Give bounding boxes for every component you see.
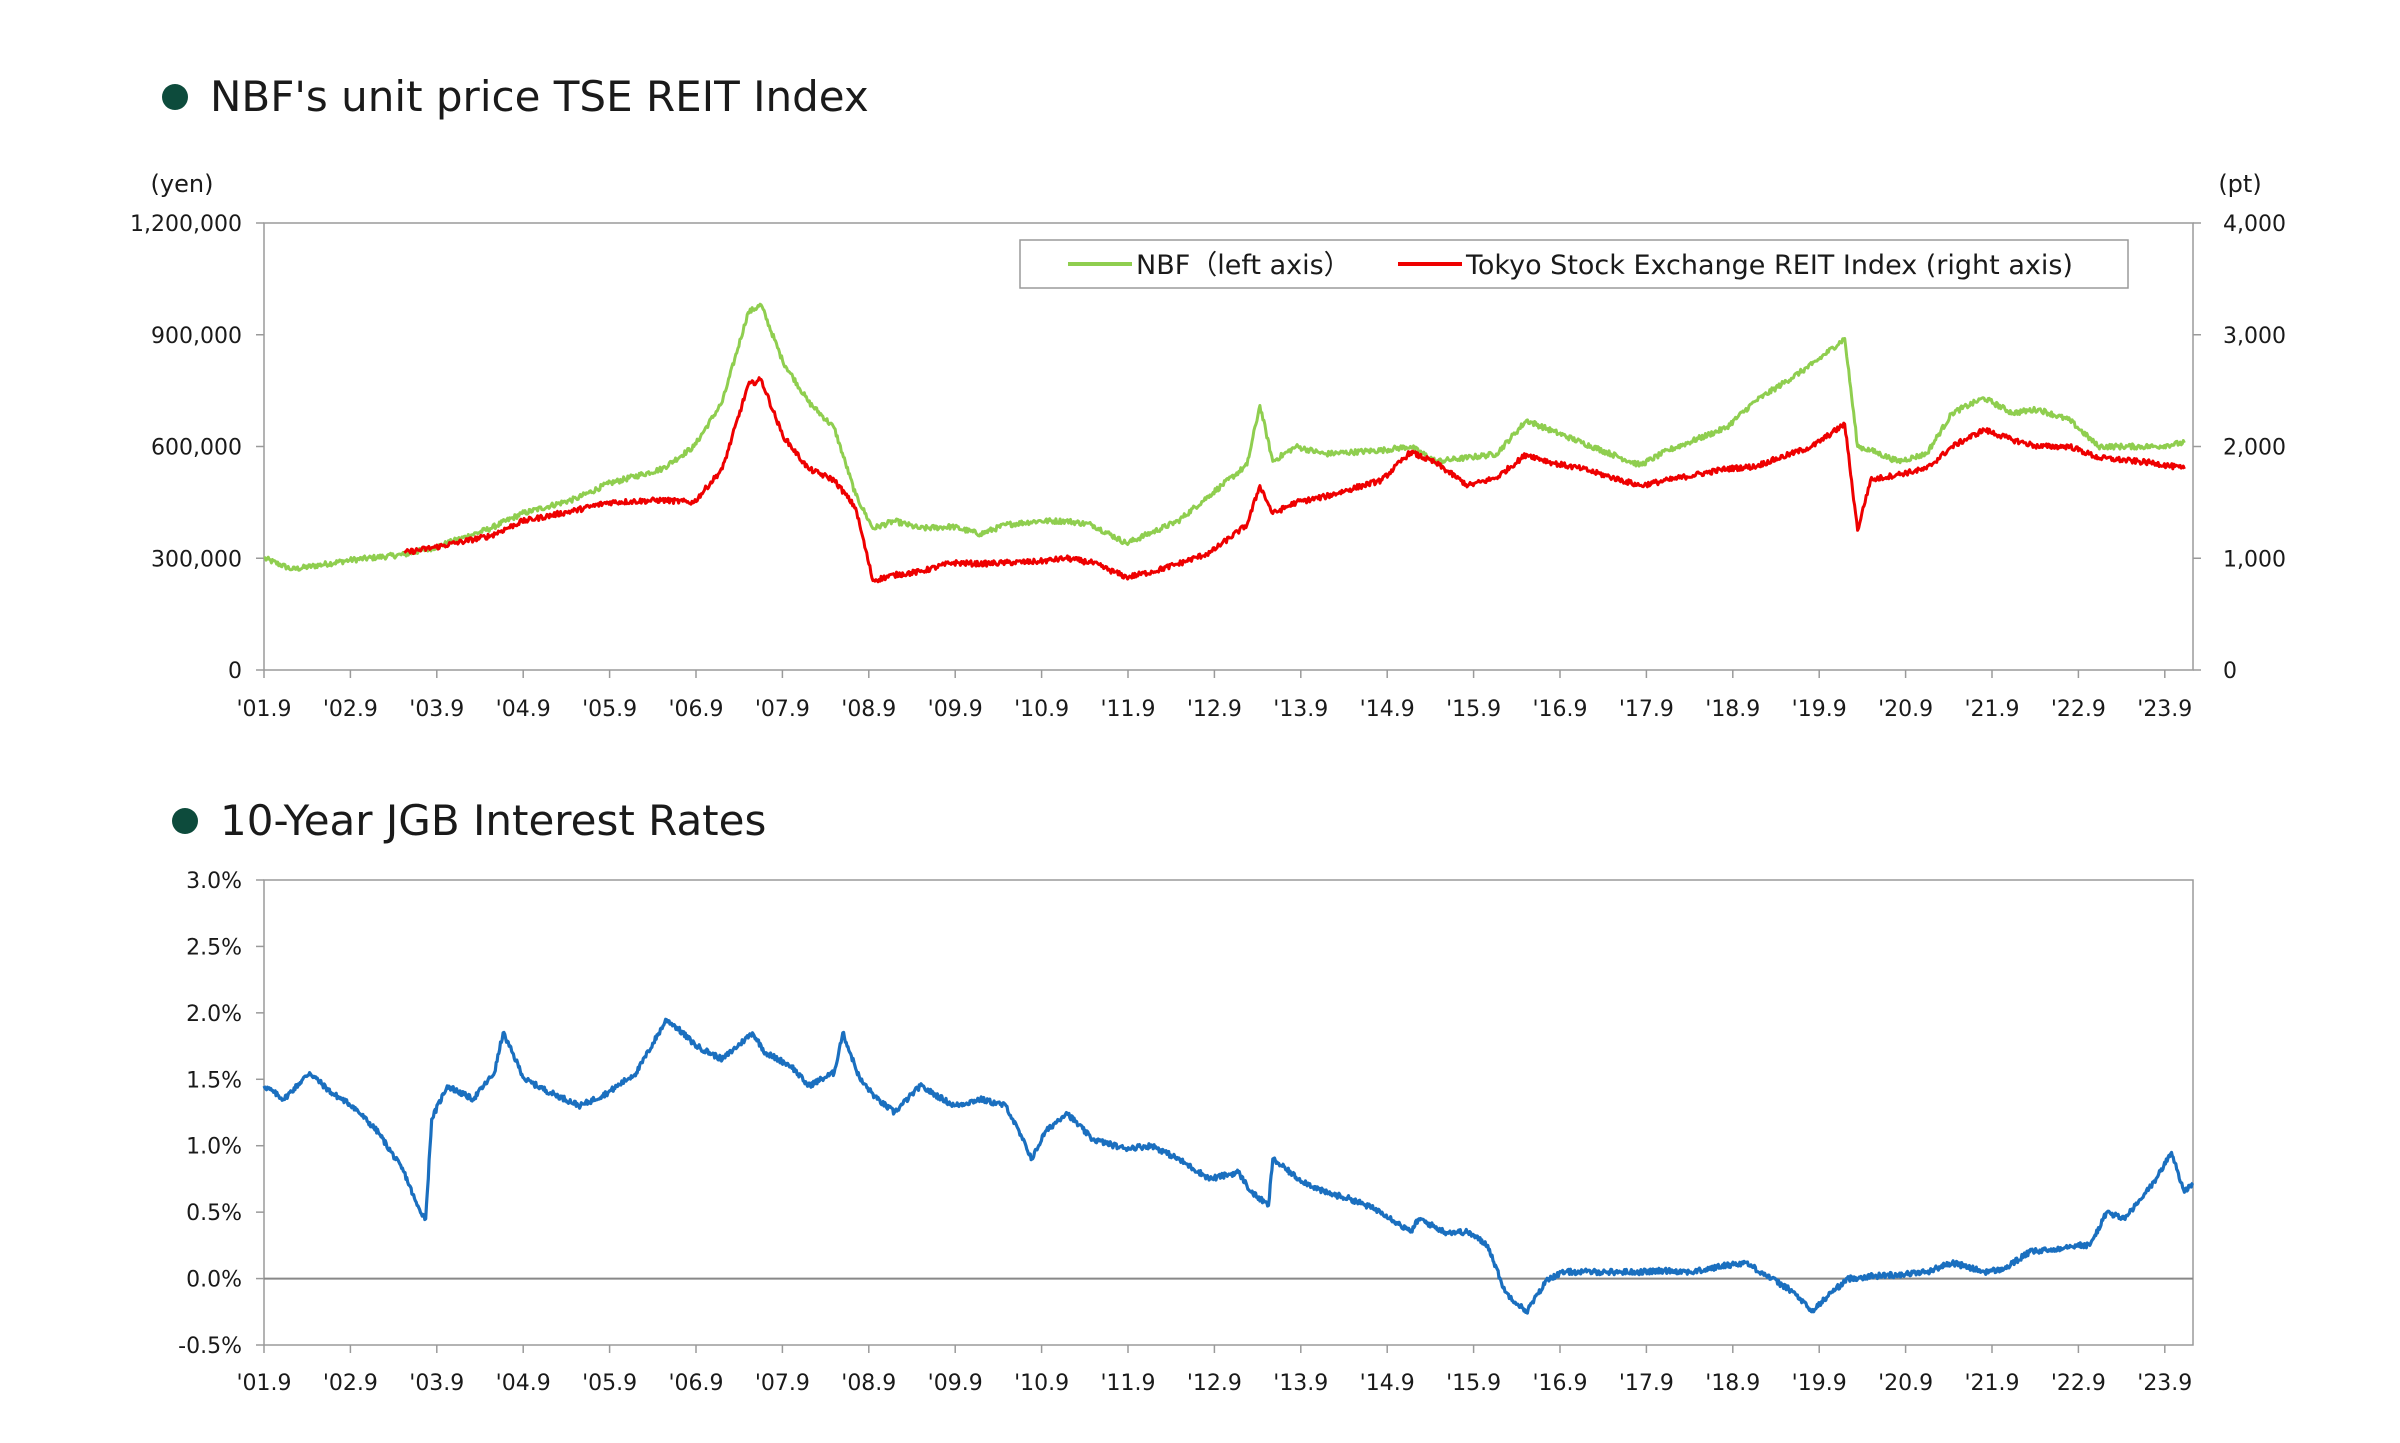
x2-tick-label: '22.9	[2051, 1371, 2106, 1396]
x-tick-label: '18.9	[1705, 697, 1760, 722]
x-tick-label: '17.9	[1619, 697, 1674, 722]
x2-tick-label: '18.9	[1705, 1371, 1760, 1396]
x-tick-label: '04.9	[496, 697, 551, 722]
y2-tick-label: 0.0%	[186, 1268, 242, 1293]
y2-tick-label: 2.0%	[186, 1002, 242, 1027]
y2-tick-label: 0.5%	[186, 1201, 242, 1226]
y2-tick-label: -0.5%	[178, 1334, 242, 1359]
x2-tick-label: '19.9	[1792, 1371, 1847, 1396]
x-tick-label: '02.9	[323, 697, 378, 722]
x2-tick-label: '23.9	[2137, 1371, 2192, 1396]
y2-tick-label: 1.5%	[186, 1068, 242, 1093]
x-tick-label: '23.9	[2137, 697, 2192, 722]
y2-tick-label: 2.5%	[186, 935, 242, 960]
x-tick-label: '12.9	[1187, 697, 1242, 722]
chart1-legend	[1019, 239, 2129, 289]
y-left-tick-label: 1,200,000	[130, 212, 242, 237]
x2-tick-label: '10.9	[1014, 1371, 1069, 1396]
chart2-title-text: 10-Year JGB Interest Rates	[220, 796, 767, 845]
x-tick-label: '13.9	[1273, 697, 1328, 722]
x-tick-label: '05.9	[582, 697, 637, 722]
legend-nbf-label: NBF（left axis）	[1136, 250, 1351, 281]
x2-tick-label: '21.9	[1964, 1371, 2019, 1396]
y-right-tick-label: 2,000	[2223, 436, 2286, 461]
chart2-title: 10-Year JGB Interest Rates	[172, 796, 766, 845]
y-right-tick-label: 0	[2223, 659, 2237, 684]
x-tick-label: '16.9	[1532, 697, 1587, 722]
reit-series-line	[403, 376, 2186, 584]
x2-tick-label: '16.9	[1532, 1371, 1587, 1396]
x-tick-label: '01.9	[236, 697, 291, 722]
x-tick-label: '22.9	[2051, 697, 2106, 722]
x-tick-label: '03.9	[409, 697, 464, 722]
x-tick-label: '21.9	[1964, 697, 2019, 722]
x2-tick-label: '12.9	[1187, 1371, 1242, 1396]
y2-tick-label: 1.0%	[186, 1135, 242, 1160]
chart2-plot-area	[263, 879, 2194, 1346]
x-tick-label: '20.9	[1878, 697, 1933, 722]
y-left-tick-label: 0	[228, 659, 242, 684]
x-tick-label: '07.9	[755, 697, 810, 722]
x2-tick-label: '09.9	[928, 1371, 983, 1396]
chart1-title: NBF's unit price TSE REIT Index	[162, 72, 869, 121]
x-tick-label: '08.9	[841, 697, 896, 722]
y-right-unit: (pt)	[2218, 170, 2261, 198]
y2-tick-label: 3.0%	[186, 869, 242, 894]
chart1-plot-area	[263, 222, 2194, 671]
x2-tick-label: '01.9	[236, 1371, 291, 1396]
bullet-icon	[162, 83, 188, 110]
y-right-tick-label: 1,000	[2223, 547, 2286, 572]
x2-tick-label: '14.9	[1360, 1371, 1415, 1396]
x2-tick-label: '11.9	[1100, 1371, 1155, 1396]
x-tick-label: '19.9	[1792, 697, 1847, 722]
y-left-unit: (yen)	[151, 170, 214, 198]
legend-reit-label: Tokyo Stock Exchange REIT Index (right a…	[1465, 250, 2073, 281]
y-right-tick-label: 4,000	[2223, 212, 2286, 237]
jgb-series-line	[262, 1017, 2195, 1315]
x2-tick-label: '20.9	[1878, 1371, 1933, 1396]
x2-tick-label: '13.9	[1273, 1371, 1328, 1396]
x2-tick-label: '15.9	[1446, 1371, 1501, 1396]
nbf-series-line	[263, 302, 2186, 572]
x2-tick-label: '06.9	[668, 1371, 723, 1396]
bullet-icon	[172, 807, 198, 834]
x-tick-label: '14.9	[1360, 697, 1415, 722]
x2-tick-label: '03.9	[409, 1371, 464, 1396]
y-right-tick-label: 3,000	[2223, 324, 2286, 349]
y-left-tick-label: 300,000	[151, 547, 242, 572]
x-tick-label: '15.9	[1446, 697, 1501, 722]
x-tick-label: '09.9	[928, 697, 983, 722]
x2-tick-label: '02.9	[323, 1371, 378, 1396]
x2-tick-label: '04.9	[496, 1371, 551, 1396]
x-tick-label: '06.9	[668, 697, 723, 722]
x2-tick-label: '07.9	[755, 1371, 810, 1396]
x2-tick-label: '17.9	[1619, 1371, 1674, 1396]
x2-tick-label: '05.9	[582, 1371, 637, 1396]
y-left-tick-label: 600,000	[151, 436, 242, 461]
chart1-title-text: NBF's unit price TSE REIT Index	[210, 72, 869, 121]
x-tick-label: '11.9	[1100, 697, 1155, 722]
x2-tick-label: '08.9	[841, 1371, 896, 1396]
x-tick-label: '10.9	[1014, 697, 1069, 722]
y-left-tick-label: 900,000	[151, 324, 242, 349]
